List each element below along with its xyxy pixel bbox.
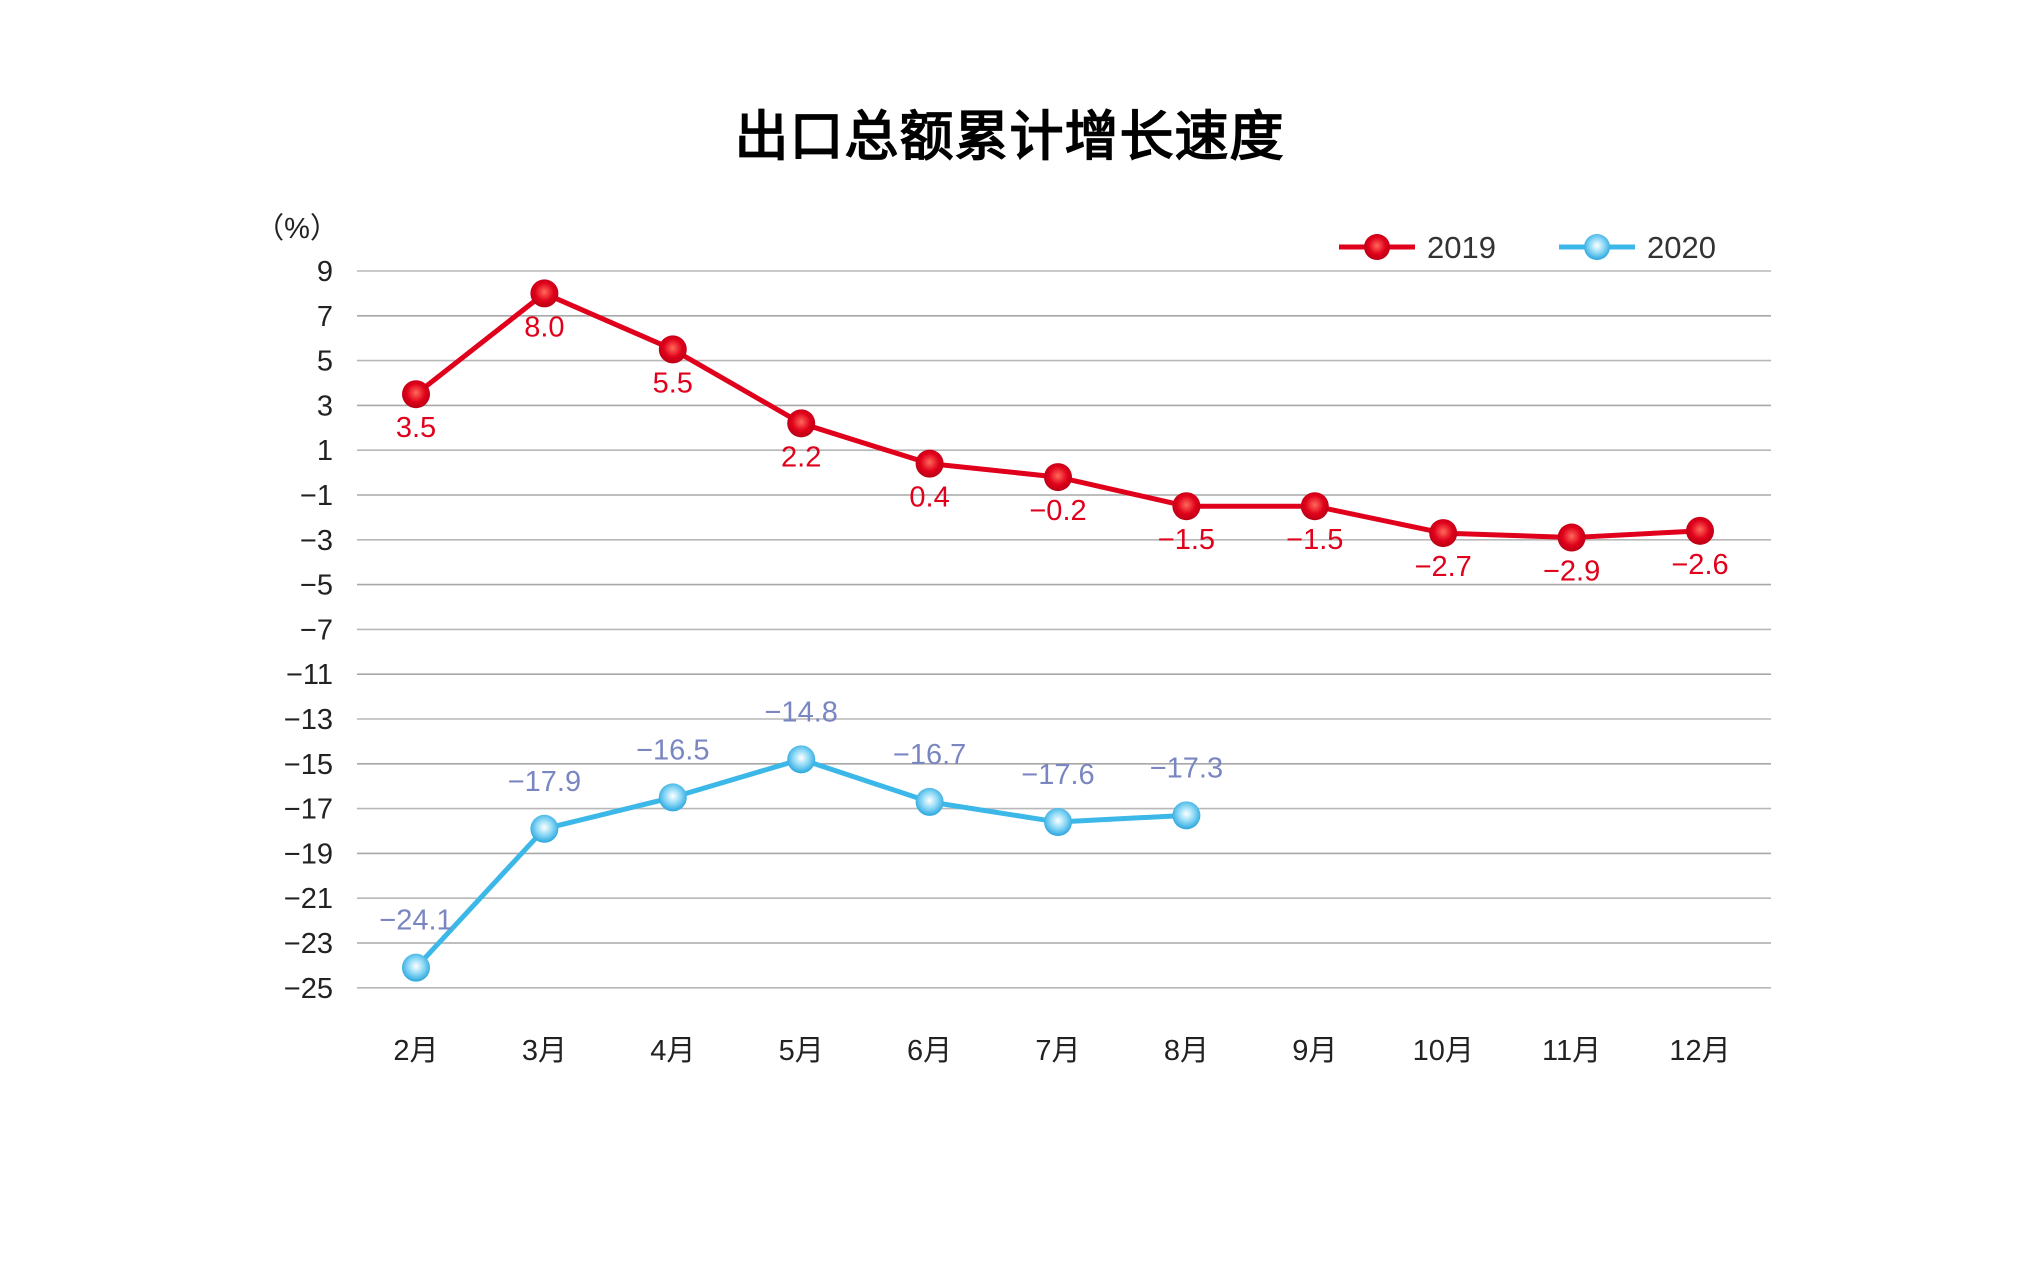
data-point-2020	[787, 745, 816, 774]
data-point-2019	[402, 380, 430, 409]
x-tick-label: 12月	[1669, 1035, 1730, 1067]
data-point-2019	[658, 335, 687, 364]
y-tick-label: −17	[284, 794, 333, 826]
y-tick-label: 1	[317, 435, 333, 467]
data-point-2019	[915, 449, 944, 478]
y-tick-label: −25	[284, 973, 333, 1005]
y-tick-label: −7	[300, 614, 333, 646]
x-tick-label: 10月	[1413, 1035, 1474, 1067]
data-point-2019	[1172, 492, 1201, 521]
y-tick-label: −15	[284, 749, 333, 781]
x-tick-label: 4月	[650, 1035, 695, 1067]
data-label-2020: −17.3	[1150, 752, 1223, 784]
data-label-2019: 0.4	[909, 482, 949, 514]
data-label-2019: −2.7	[1415, 551, 1472, 583]
data-point-2020	[1044, 808, 1072, 837]
legend-label-2019: 2019	[1427, 230, 1496, 265]
data-point-2019	[1429, 519, 1458, 548]
data-label-2019: −1.5	[1158, 524, 1215, 556]
data-point-2019	[1686, 516, 1714, 545]
y-tick-label: −1	[300, 480, 333, 512]
data-point-2019	[1300, 492, 1329, 521]
data-label-2019: −0.2	[1029, 495, 1086, 527]
data-label-2019: −2.6	[1671, 549, 1728, 581]
x-tick-label: 7月	[1035, 1035, 1080, 1067]
data-label-2019: −2.9	[1543, 556, 1600, 588]
y-tick-label: −23	[284, 928, 333, 960]
data-label-2019: 2.2	[781, 441, 821, 473]
x-tick-label: 9月	[1292, 1035, 1337, 1067]
data-label-2019: 3.5	[396, 412, 436, 444]
data-point-2019	[1044, 463, 1072, 492]
data-label-2020: −14.8	[765, 696, 838, 728]
data-point-2019	[787, 409, 816, 438]
y-axis-unit: （%）	[255, 213, 339, 245]
x-tick-label: 8月	[1164, 1035, 1209, 1067]
data-label-2020: −17.6	[1021, 759, 1094, 791]
data-point-2020	[402, 953, 430, 982]
data-point-2020	[915, 787, 944, 816]
y-tick-label: −21	[284, 883, 333, 915]
data-point-2020	[530, 814, 559, 843]
legend-marker-2020	[1584, 234, 1610, 260]
data-label-2020: −17.9	[508, 766, 581, 798]
y-tick-label: −11	[286, 659, 333, 691]
legend-marker-2019	[1364, 234, 1390, 260]
y-tick-label: −13	[284, 704, 333, 736]
x-tick-label: 6月	[907, 1035, 952, 1067]
data-label-2019: 5.5	[653, 367, 693, 399]
data-point-2020	[1172, 801, 1201, 830]
y-tick-label: −3	[300, 525, 333, 557]
x-tick-label: 2月	[393, 1035, 438, 1067]
data-label-2020: −24.1	[379, 905, 452, 937]
y-tick-label: 9	[317, 256, 333, 288]
x-tick-label: 11月	[1542, 1035, 1601, 1067]
data-label-2019: −1.5	[1286, 524, 1343, 556]
data-point-2020	[658, 783, 687, 812]
y-tick-label: −5	[300, 570, 333, 602]
data-point-2019	[530, 279, 559, 308]
data-label-2019: 8.0	[524, 311, 564, 343]
x-tick-label: 5月	[779, 1035, 824, 1067]
y-tick-label: 3	[317, 390, 333, 422]
y-tick-label: 7	[317, 301, 333, 333]
y-tick-label: 5	[317, 346, 333, 378]
data-point-2019	[1557, 523, 1586, 552]
x-tick-label: 3月	[522, 1035, 567, 1067]
data-label-2020: −16.5	[636, 734, 709, 766]
legend-label-2020: 2020	[1647, 230, 1716, 265]
y-tick-label: −19	[284, 838, 333, 870]
data-label-2020: −16.7	[893, 739, 966, 771]
chart-title: 出口总额累计增长速度	[734, 104, 1285, 168]
